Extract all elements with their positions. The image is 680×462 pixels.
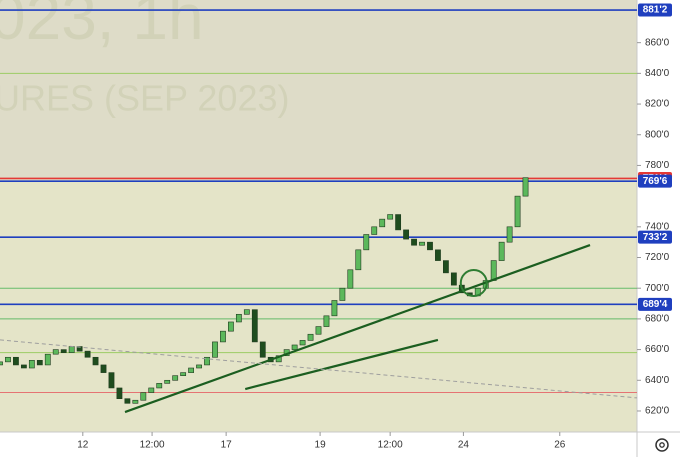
candle-body [20, 364, 27, 369]
candle-body [100, 364, 107, 373]
watermark: 023, 1h [0, 0, 204, 53]
y-tick-label: 620'0 [645, 406, 670, 417]
candle-body [28, 360, 35, 369]
y-tick-label: 780'0 [645, 160, 670, 171]
price-label-box [638, 297, 672, 311]
y-tick-label: 740'0 [645, 221, 670, 232]
candle-body [442, 260, 449, 274]
candle-body [140, 392, 147, 401]
price-label: 769'6 [643, 176, 668, 187]
candle-body [315, 326, 322, 335]
x-tick-label: 19 [315, 440, 327, 451]
candle-body [435, 249, 441, 261]
candle-body [411, 238, 417, 246]
y-tick-label: 800'0 [645, 129, 670, 140]
trend-line [244, 338, 439, 391]
candle-body [339, 287, 346, 301]
candle-body [204, 356, 210, 366]
trend-line [124, 244, 591, 414]
candle-body [514, 195, 521, 228]
x-tick-label: 24 [458, 440, 470, 451]
candle-body [132, 399, 139, 404]
candle-body [490, 260, 497, 281]
candle-body [84, 350, 91, 358]
candle-body [235, 313, 242, 323]
candle-body [60, 349, 67, 353]
candle-body [108, 372, 115, 389]
candle-body [116, 387, 123, 399]
highlight-circle [459, 268, 488, 297]
candle-body [259, 341, 266, 358]
price-label: 733'2 [643, 232, 668, 243]
candle-body [5, 356, 11, 363]
candle-body [0, 361, 3, 366]
candle-body [323, 315, 330, 327]
price-label-box [638, 230, 672, 244]
candle-body [371, 226, 378, 235]
candle-body [180, 372, 187, 376]
y-tick-label: 640'0 [645, 375, 670, 386]
candle-body [13, 356, 19, 366]
settings-icon[interactable] [655, 438, 669, 452]
candle-body [522, 177, 529, 197]
y-tick-label: 680'0 [645, 314, 670, 325]
candle-body [427, 241, 433, 251]
x-tick-label: 17 [221, 440, 233, 451]
candle-body [506, 226, 513, 243]
candle-body [172, 375, 179, 381]
y-tick-label: 720'0 [645, 252, 670, 263]
candle-body [347, 269, 354, 289]
candle-body [363, 234, 370, 251]
x-tick-label: 12 [77, 440, 89, 451]
candle-body [188, 367, 194, 373]
candle-body [395, 214, 402, 231]
candle-body [36, 360, 43, 366]
candle-body [243, 309, 250, 315]
candle-body [450, 272, 457, 286]
layer: 620'0 640'0 660'0 680'0 700'0 720'0 740'0 780'0… [0, 3, 672, 451]
price-label: 881'2 [643, 5, 668, 16]
candle-body [92, 356, 99, 366]
candle-body [251, 309, 258, 343]
y-tick-label: 820'0 [645, 99, 670, 110]
candle-body [331, 300, 338, 317]
watermark: URES (SEP 2023) [0, 78, 289, 119]
price-label-box [638, 174, 672, 188]
plot-upper-band [0, 0, 637, 180]
candle-body [164, 379, 171, 384]
candle-body [212, 341, 218, 358]
candle-body [419, 241, 425, 246]
x-tick-label: 12:00 [140, 440, 165, 451]
candle-body [148, 387, 155, 393]
trend-line [0, 339, 638, 399]
price-label: 689'4 [643, 299, 668, 310]
candle-body [156, 383, 163, 389]
candle-body [387, 214, 394, 220]
candle-body [299, 340, 306, 346]
candle-body [291, 344, 298, 350]
candle-body [44, 353, 51, 366]
x-tick-label: 12:00 [378, 440, 403, 451]
y-tick-label: 840'0 [645, 68, 670, 79]
candle-body [52, 349, 59, 355]
candle-body [379, 218, 386, 228]
candle-body [403, 229, 409, 240]
price-label-box [638, 3, 672, 17]
candle-body [228, 321, 234, 332]
candle-body [220, 330, 226, 343]
y-tick-label: 860'0 [645, 37, 670, 48]
candle-body [498, 241, 505, 261]
y-tick-label: 700'0 [645, 283, 670, 294]
candle-body [124, 398, 131, 404]
y-tick-label: 660'0 [645, 344, 670, 355]
candle-body [355, 249, 362, 271]
candle-body [196, 364, 202, 369]
candle-body [68, 346, 75, 353]
candle-body [307, 333, 314, 341]
candle-body [76, 346, 83, 352]
x-tick-label: 26 [554, 440, 566, 451]
